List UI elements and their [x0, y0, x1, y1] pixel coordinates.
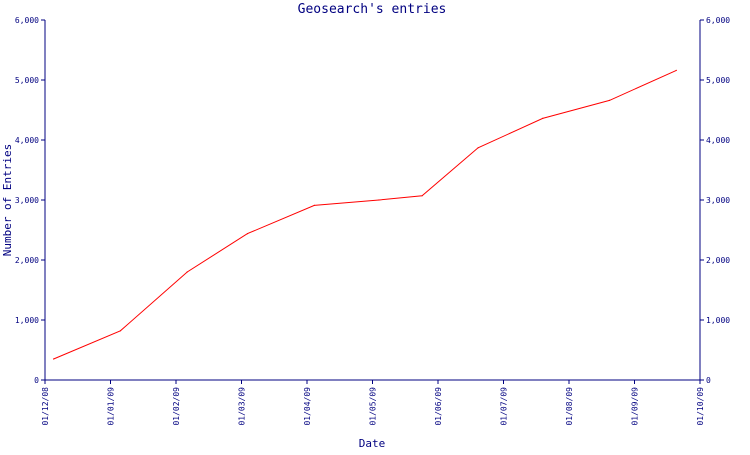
data-point: [477, 147, 479, 149]
x-tick-label: 01/03/09: [238, 387, 247, 426]
data-point: [378, 199, 380, 201]
data-point: [186, 271, 188, 273]
data-point: [421, 195, 423, 197]
x-tick-label: 01/02/09: [172, 387, 181, 426]
y-tick-label-left: 2,000: [15, 256, 39, 265]
y-tick-label-left: 6,000: [15, 16, 39, 25]
chart-title: Geosearch's entries: [298, 2, 447, 17]
series-line: [53, 69, 677, 360]
data-point: [119, 330, 122, 332]
x-tick-label: 01/06/09: [434, 387, 443, 426]
x-tick-label: 01/10/09: [696, 387, 705, 426]
y-tick-label-right: 3,000: [706, 196, 730, 205]
data-point: [53, 358, 55, 360]
x-tick-label: 01/04/09: [303, 387, 312, 426]
y-tick-label-right: 6,000: [706, 16, 730, 25]
y-tick-label-right: 4,000: [706, 136, 730, 145]
y-tick-label-right: 5,000: [706, 76, 730, 85]
x-tick-label: 01/12/08: [41, 387, 50, 426]
x-tick-label: 01/09/09: [631, 387, 640, 426]
axes: 0 0 1,000 1,000 2,000 2,000 3,000 3,000 4,000 4,0…: [15, 16, 730, 426]
y-tick-label-right: 0: [706, 376, 711, 385]
data-point: [313, 204, 315, 206]
data-point: [542, 117, 544, 119]
data-point: [608, 99, 611, 101]
y-axis-title: Number of Entries: [1, 144, 14, 257]
y-tick-label-left: 3,000: [15, 196, 39, 205]
y-tick-label-right: 2,000: [706, 256, 730, 265]
data-point: [246, 233, 249, 235]
y-tick-label-left: 4,000: [15, 136, 39, 145]
x-tick-label: 01/07/09: [500, 387, 509, 426]
x-tick-label: 01/05/09: [369, 387, 378, 426]
y-tick-label-left: 0: [34, 376, 39, 385]
x-tick-label: 01/01/09: [107, 387, 116, 426]
x-tick-label: 01/08/09: [565, 387, 574, 426]
y-tick-label-right: 1,000: [706, 316, 730, 325]
data-point: [675, 69, 677, 71]
y-tick-label-left: 1,000: [15, 316, 39, 325]
x-axis-title: Date: [359, 437, 386, 450]
series-layer: [53, 69, 677, 360]
y-tick-label-left: 5,000: [15, 76, 39, 85]
